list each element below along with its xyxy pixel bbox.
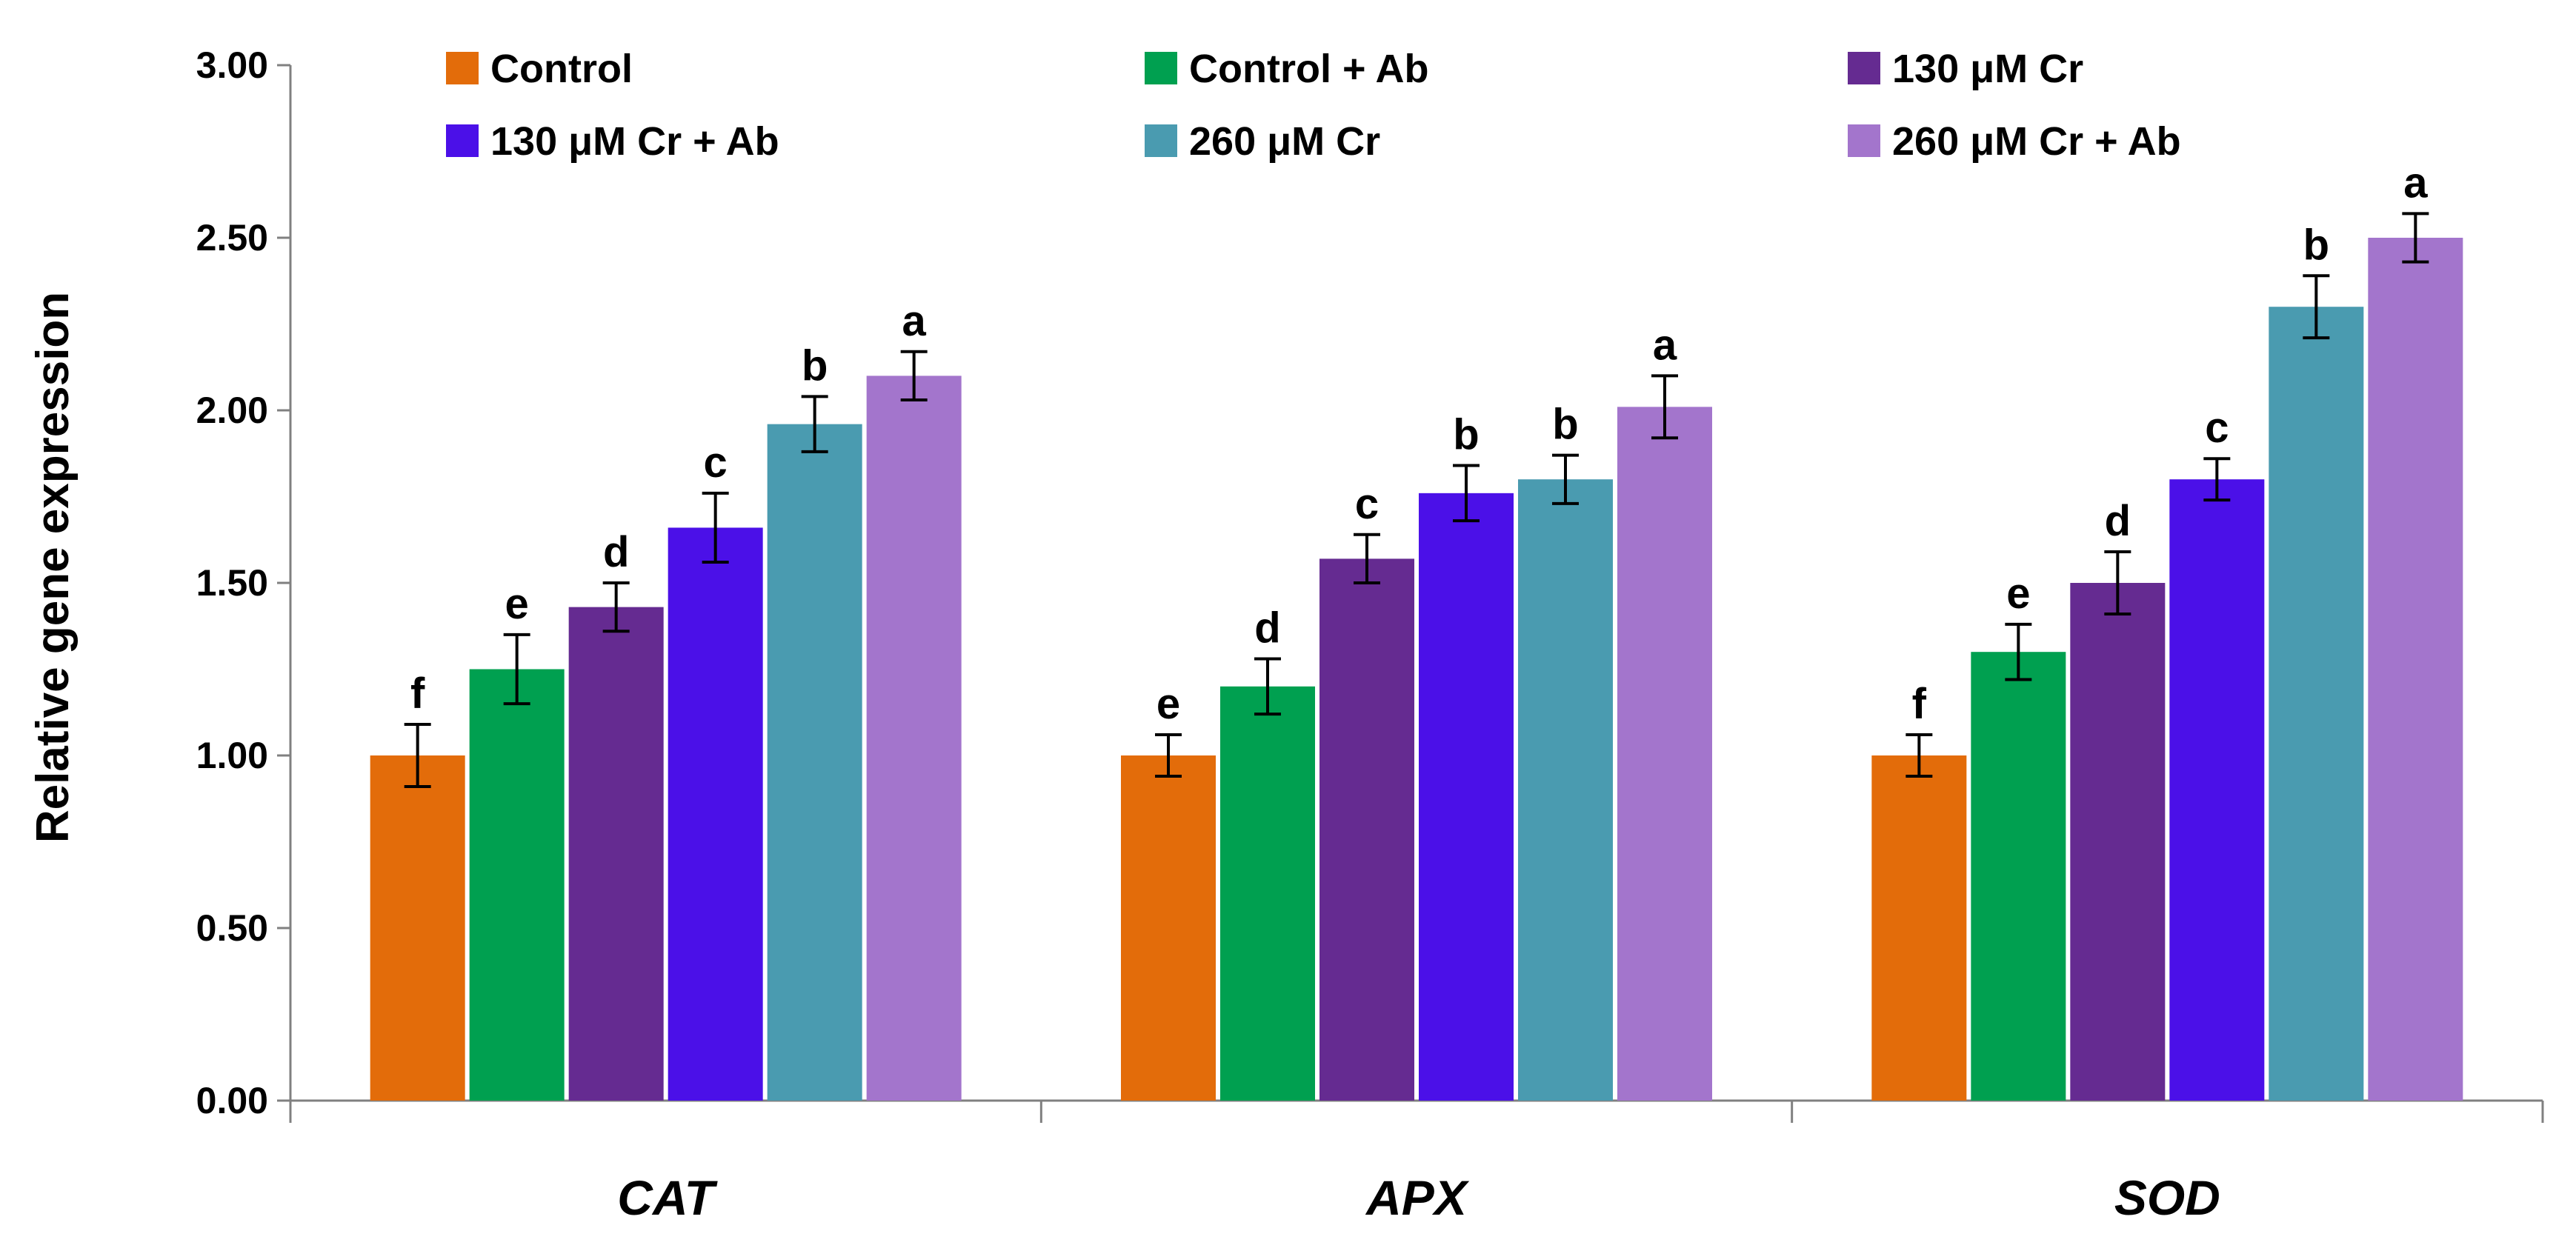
significance-letter: c [1355, 480, 1379, 528]
legend-label: 130 μM Cr [1892, 47, 2083, 91]
y-tick-label: 2.00 [196, 390, 268, 431]
y-tick-label: 1.00 [196, 735, 268, 776]
axes: 0.00 0.50 1.00 1.50 2.00 2.50 3.00 [196, 44, 2544, 1123]
category-labels: CAT APX SOD [617, 1170, 2220, 1225]
significance-letter: a [902, 297, 927, 345]
y-tick-label: 1.50 [196, 562, 268, 604]
legend-swatch [446, 124, 479, 157]
legend: Control Control + Ab 130 μM Cr 130 μM Cr + … [446, 47, 2181, 164]
x-category-label: CAT [617, 1170, 717, 1225]
significance-letter: f [410, 670, 425, 718]
legend-label: Control [490, 47, 633, 91]
significance-letter: d [1254, 604, 1280, 653]
bar-apx-3 [1319, 558, 1414, 1101]
significance-letter: d [603, 528, 629, 576]
y-tick-label: 0.00 [196, 1080, 268, 1121]
x-category-label: SOD [2114, 1170, 2220, 1225]
legend-swatch [1145, 124, 1177, 157]
bar-apx-6 [1617, 407, 1712, 1101]
significance-letter: a [1653, 321, 1677, 369]
significance-letter: e [505, 580, 529, 628]
bar-sod-1 [1871, 755, 1967, 1101]
bar-apx-4 [1419, 493, 1514, 1101]
legend-swatch [1848, 52, 1880, 84]
y-axis-label: Relative gene expression [27, 292, 79, 843]
bar-cat-5 [767, 424, 862, 1101]
y-tick-label: 2.50 [196, 217, 268, 258]
significance-letter: f [1912, 680, 1927, 728]
bar-cat-3 [568, 607, 664, 1101]
bar-apx-5 [1518, 479, 1613, 1101]
significance-letter: d [2105, 497, 2131, 545]
bar-sod-4 [2169, 479, 2265, 1101]
bar-cat-2 [469, 669, 565, 1101]
legend-swatch [446, 52, 479, 84]
bar-apx-1 [1121, 755, 1216, 1101]
significance-letter: b [1552, 401, 1578, 449]
bar-cat-4 [668, 527, 763, 1101]
bar-cat-6 [866, 376, 962, 1101]
legend-label: 130 μM Cr + Ab [490, 119, 779, 164]
bar-sod-3 [2070, 583, 2166, 1101]
bar-sod-5 [2269, 307, 2364, 1101]
significance-letter: b [2303, 221, 2329, 269]
legend-label: 260 μM Cr [1189, 119, 1380, 164]
legend-label: Control + Ab [1189, 47, 1428, 91]
bars: f e d c b a e d c b b a f e d c b a [370, 158, 2463, 1101]
legend-swatch [1848, 124, 1880, 157]
y-tick-label: 3.00 [196, 44, 268, 86]
y-tick-label: 0.50 [196, 907, 268, 949]
significance-letter: c [2205, 404, 2229, 452]
legend-swatch [1145, 52, 1177, 84]
bar-sod-6 [2368, 238, 2463, 1101]
legend-label: 260 μM Cr + Ab [1892, 119, 2181, 164]
significance-letter: a [2403, 158, 2428, 207]
significance-letter: b [802, 341, 828, 390]
significance-letter: e [1156, 680, 1180, 728]
significance-letter: c [704, 438, 728, 487]
bar-apx-2 [1220, 686, 1315, 1101]
x-category-label: APX [1365, 1170, 1470, 1225]
significance-letter: b [1453, 411, 1479, 459]
bar-cat-1 [370, 755, 465, 1101]
significance-letter: e [2006, 570, 2030, 618]
bar-sod-2 [1971, 652, 2066, 1101]
